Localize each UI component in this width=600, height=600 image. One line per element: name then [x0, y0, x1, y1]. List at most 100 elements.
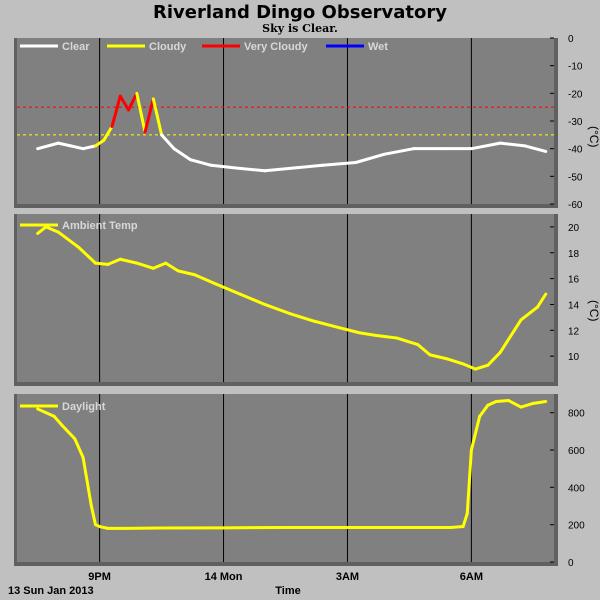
- series-segment: [383, 147, 416, 156]
- sky-temp-legend: Clear Cloudy Very Cloudy Wet: [20, 41, 388, 53]
- series-segment: [69, 144, 85, 151]
- y-tick-label: 16: [568, 275, 580, 286]
- series-segment: [263, 166, 296, 173]
- y-tick-label: -40: [568, 145, 583, 156]
- series-segment: [519, 305, 539, 322]
- series-segment: [73, 437, 85, 459]
- series-segment: [89, 504, 97, 527]
- series-segment: [44, 411, 56, 418]
- series-segment: [486, 399, 498, 407]
- sky-temp-plot-area: [17, 38, 554, 204]
- series-segment: [127, 91, 139, 112]
- series-segment: [519, 401, 535, 409]
- series-segment: [535, 292, 548, 309]
- daylight-grid: [99, 394, 472, 562]
- ambient-temp-unit-label: (°C): [587, 300, 600, 321]
- series-segment: [461, 511, 469, 529]
- series-segment: [36, 225, 48, 235]
- series-segment: [416, 343, 432, 357]
- daylight-plot-area: [17, 394, 554, 562]
- series-segment: [135, 261, 155, 270]
- series-segment: [474, 363, 490, 371]
- series-segment: [36, 407, 48, 415]
- series-segment: [498, 318, 523, 354]
- x-axis-ticks: 9PM 14 Mon 3AM 6AM: [88, 571, 483, 583]
- series-segment: [52, 414, 64, 428]
- y-tick-label: 14: [568, 300, 580, 311]
- y-tick-label: 600: [568, 446, 585, 457]
- x-tick-label: 3AM: [336, 571, 359, 583]
- y-tick-label: 10: [568, 352, 580, 363]
- y-tick-label: -60: [568, 200, 583, 211]
- series-segment: [234, 166, 267, 173]
- legend-wet-label: Wet: [368, 41, 388, 53]
- series-segment: [209, 163, 238, 170]
- legend-ambient-label: Ambient Temp: [62, 220, 138, 232]
- page-title: Riverland Dingo Observatory: [152, 2, 448, 23]
- series-segment: [312, 319, 341, 330]
- x-tick-label: 9PM: [88, 571, 111, 583]
- y-tick-label: -20: [568, 89, 583, 100]
- series-segment: [118, 257, 139, 265]
- legend-daylight-label: Daylight: [62, 401, 106, 413]
- daylight-panel: 800 600 400 200 0 Daylight: [14, 394, 585, 569]
- series-segment: [151, 261, 168, 270]
- ambient-temp-plot-area: [17, 214, 554, 382]
- series-segment: [288, 312, 316, 323]
- series-segment: [81, 455, 93, 508]
- series-segment: [449, 525, 465, 529]
- series-segment: [81, 144, 97, 151]
- ambient-temp-y-ticks: 20 18 16 14 12 10: [550, 223, 580, 363]
- series-segment: [494, 399, 511, 403]
- y-tick-label: 12: [568, 326, 580, 337]
- series-segment: [188, 158, 213, 167]
- series-segment: [469, 414, 482, 452]
- series-segment: [151, 97, 164, 137]
- series-segment: [395, 336, 420, 347]
- ambient-temp-series: [36, 225, 548, 371]
- legend-cloudy-label: Cloudy: [149, 41, 187, 53]
- series-segment: [160, 133, 176, 151]
- x-tick-label: 6AM: [460, 571, 483, 583]
- series-segment: [358, 331, 378, 337]
- sky-temp-unit-label: (°C): [587, 126, 600, 147]
- y-tick-label: 0: [568, 34, 574, 45]
- series-segment: [193, 273, 217, 286]
- daylight-y-ticks: 800 600 400 200 0: [550, 409, 585, 569]
- y-tick-label: 20: [568, 223, 580, 234]
- series-segment: [164, 261, 180, 273]
- series-segment: [110, 94, 122, 129]
- series-segment: [93, 138, 106, 148]
- series-segment: [337, 326, 362, 335]
- sky-temp-grid: [99, 38, 472, 204]
- series-segment: [56, 230, 81, 250]
- y-tick-label: 18: [568, 249, 580, 260]
- sky-temp-series: [36, 91, 548, 173]
- series-segment: [176, 269, 197, 277]
- series-segment: [469, 141, 502, 151]
- series-segment: [461, 362, 478, 371]
- ambient-temp-grid: [99, 214, 472, 382]
- series-segment: [445, 357, 465, 366]
- y-tick-label: 200: [568, 521, 585, 532]
- daylight-series: [36, 399, 548, 530]
- series-segment: [321, 161, 358, 167]
- y-tick-label: 800: [568, 409, 585, 420]
- series-segment: [531, 399, 548, 405]
- series-segment: [106, 257, 122, 266]
- ambient-temp-legend: Ambient Temp: [20, 220, 138, 232]
- series-segment: [93, 261, 110, 266]
- series-segment: [292, 163, 325, 170]
- ambient-temp-panel: 20 18 16 14 12 10 (°C) Ambient Temp: [14, 214, 600, 386]
- daylight-legend: Daylight: [20, 401, 106, 413]
- y-tick-label: -30: [568, 117, 583, 128]
- sky-temp-y-ticks: 0 -10 -20 -30 -40 -50 -60: [550, 34, 583, 211]
- series-segment: [172, 147, 192, 162]
- series-segment: [77, 246, 97, 265]
- series-segment: [135, 91, 147, 134]
- y-tick-label: -50: [568, 172, 583, 183]
- series-segment: [213, 282, 242, 296]
- series-segment: [523, 144, 548, 153]
- series-segment: [478, 403, 490, 418]
- series-segment: [374, 333, 399, 340]
